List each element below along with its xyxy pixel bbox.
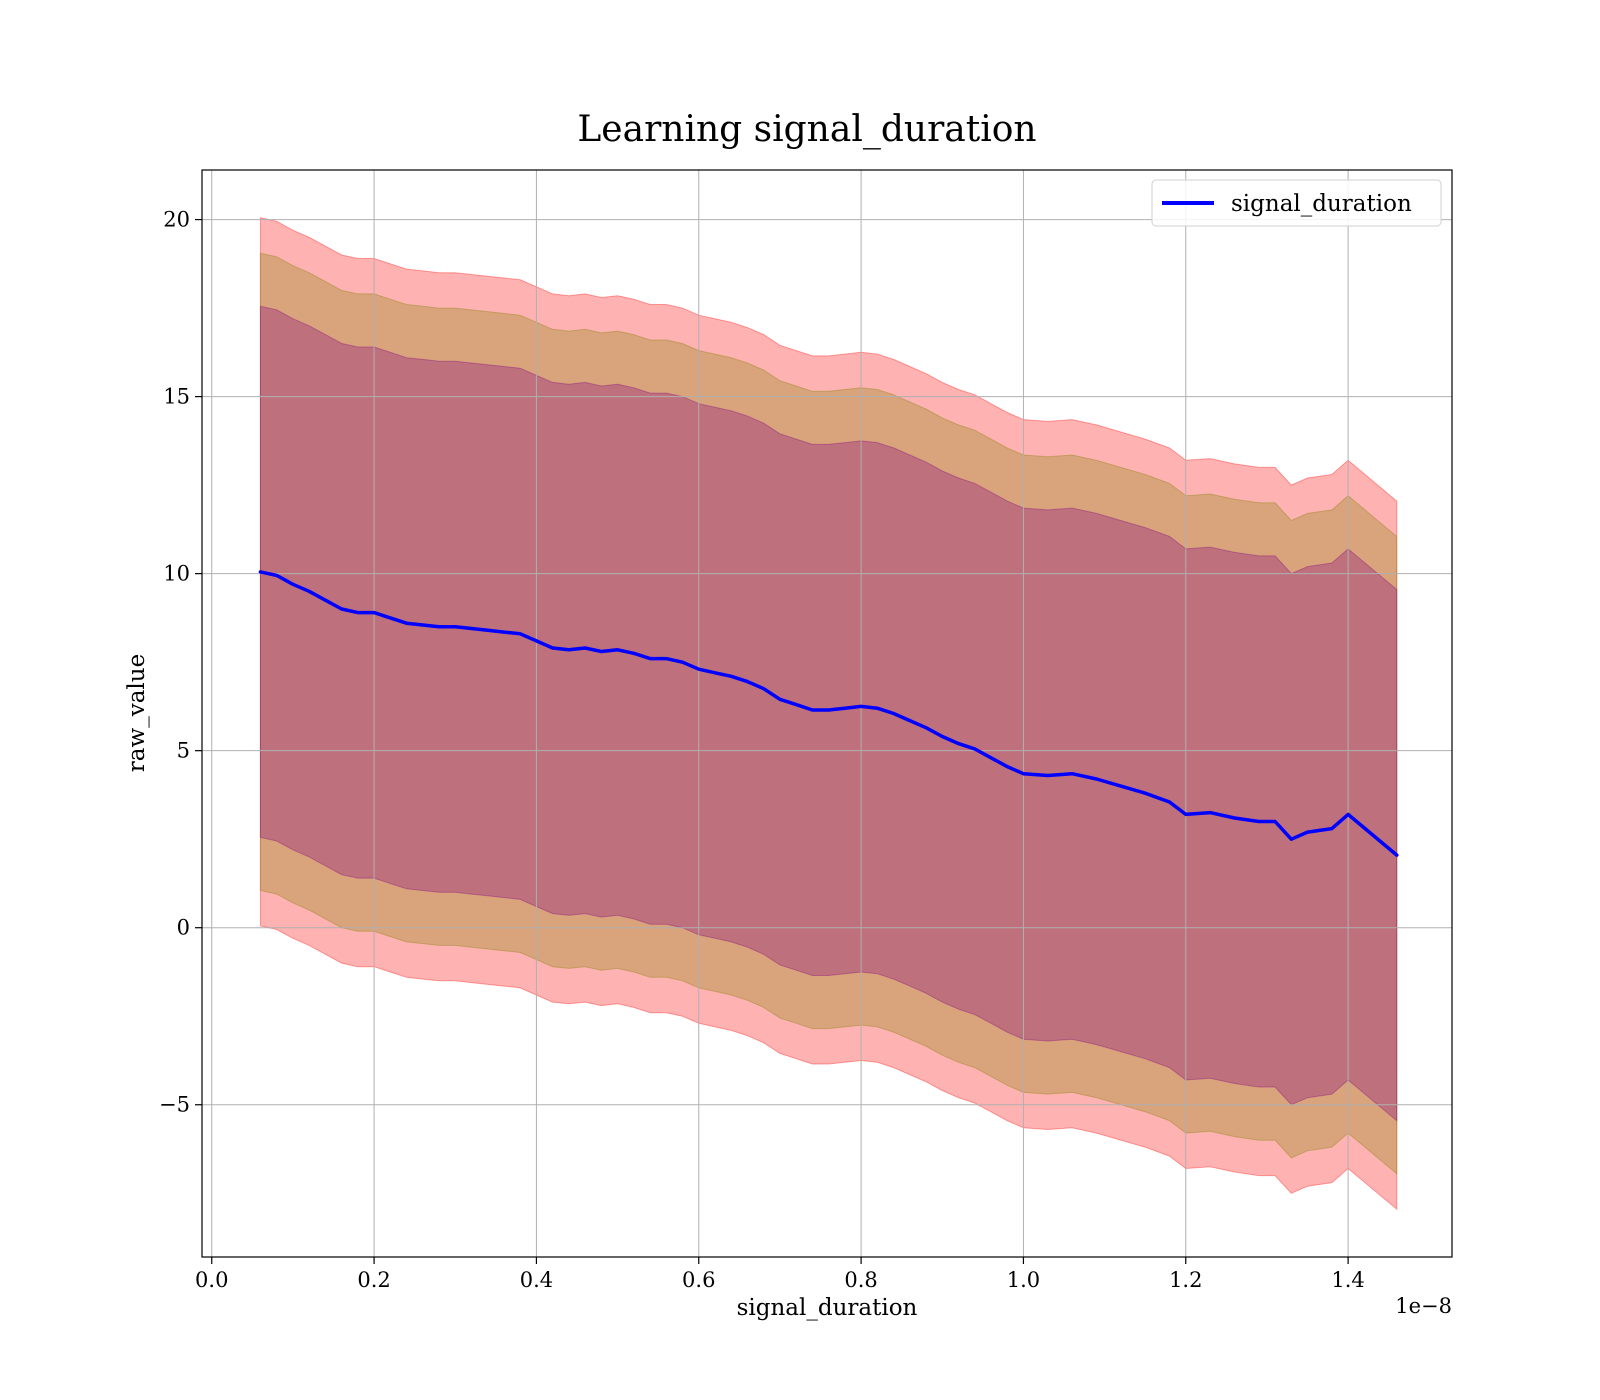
x-tick-label: 0.2 (357, 1268, 390, 1292)
grid (202, 170, 1452, 1257)
y-tick-label: 0 (177, 916, 190, 940)
x-tick-label: 1.2 (1169, 1268, 1202, 1292)
inner-band (259, 305, 1398, 1122)
y-tick-label: 10 (163, 562, 190, 586)
x-axis-offset-label: 1e−8 (1395, 1294, 1452, 1318)
legend-box (1151, 179, 1442, 227)
legend-label: signal_duration (1231, 191, 1412, 217)
x-axis-label: signal_duration (737, 1295, 918, 1321)
x-tick-label: 0.8 (844, 1268, 877, 1292)
middle-band (259, 252, 1398, 1175)
x-axis-ticks: 0.0 0.2 0.4 0.6 0.8 1.0 1.2 1.4 (195, 1257, 1365, 1292)
x-tick-label: 0.4 (520, 1268, 553, 1292)
chart-title: Learning signal_duration (577, 109, 1036, 150)
x-tick-label: 1.0 (1007, 1268, 1040, 1292)
y-tick-label: 5 (177, 739, 190, 763)
outer-band (259, 217, 1398, 1211)
y-tick-label: 15 (163, 385, 190, 409)
series-layer (258, 570, 1399, 857)
x-tick-label: 1.4 (1331, 1268, 1364, 1292)
y-tick-label: −5 (159, 1093, 190, 1117)
x-tick-label: 0.0 (195, 1268, 228, 1292)
confidence-bands (259, 217, 1398, 1211)
y-tick-label: 20 (163, 208, 190, 232)
series-line-signal-duration (258, 570, 1399, 857)
x-tick-label: 0.6 (682, 1268, 715, 1292)
y-axis-ticks: −5 0 5 10 15 20 (159, 208, 202, 1117)
y-axis-label: raw_value (124, 654, 150, 772)
legend: signal_duration (1151, 179, 1442, 227)
plot-frame (201, 169, 1453, 1258)
